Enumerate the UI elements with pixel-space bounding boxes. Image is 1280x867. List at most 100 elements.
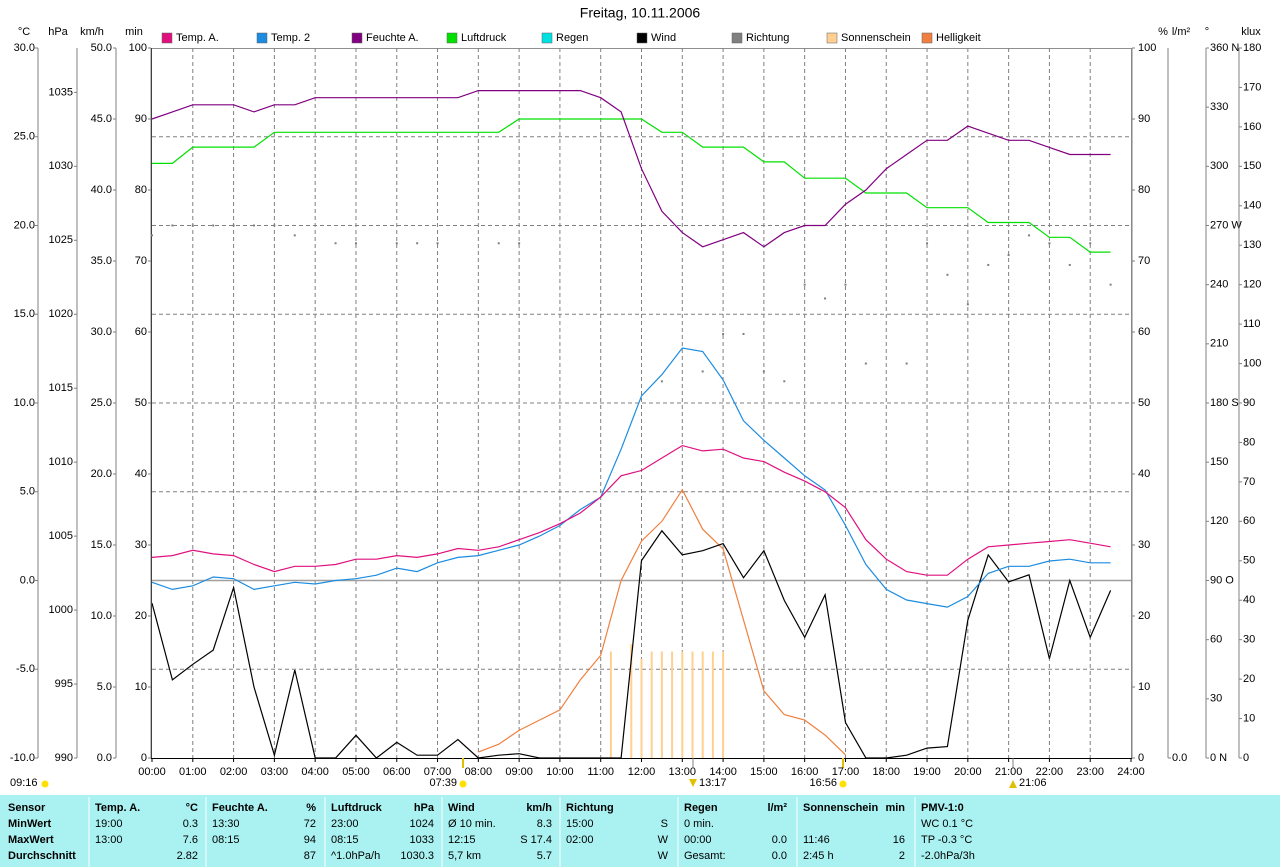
x-tick-label: 17:00 — [832, 766, 860, 778]
y-tick-label: 1000 — [49, 604, 73, 616]
y-tick-label: 50 — [1138, 397, 1150, 409]
y-tick-label: 60 — [1138, 326, 1150, 338]
y-tick-label: 10 — [1138, 681, 1150, 693]
series-line — [152, 118, 1111, 253]
y-tick-label: 20 — [1243, 673, 1255, 685]
y-tick-label: 40 — [1243, 594, 1255, 606]
y-tick-label: 100 — [1243, 357, 1261, 369]
y-tick-label: 20 — [135, 610, 147, 622]
y-tick-label: 10 — [1243, 712, 1255, 724]
legend-label: Regen — [556, 32, 588, 44]
x-tick-label: 03:00 — [261, 766, 289, 778]
series-line — [151, 529, 1112, 759]
y-tick-label: 70 — [1243, 476, 1255, 488]
y-tick-label: 120 — [1243, 279, 1261, 291]
y-tick-label: 160 — [1243, 121, 1261, 133]
sun-icon — [839, 780, 847, 788]
y-tick-label: 80 — [135, 184, 147, 196]
table-cell: 02:00 — [566, 834, 594, 846]
table-cell: 0 min. — [684, 818, 714, 830]
direction-dot — [660, 380, 663, 383]
y-tick-label: 270 W — [1210, 219, 1242, 231]
table-unit: l/m² — [767, 802, 787, 814]
table-cell: 08:15 — [212, 834, 240, 846]
y-tick-label: 60 — [1243, 515, 1255, 527]
table-cell: 2:45 h — [803, 850, 834, 862]
y-tick-label: 1020 — [49, 308, 73, 320]
y-tick-label: 50 — [1243, 555, 1255, 567]
y-tick-label: 45.0 — [91, 113, 112, 125]
y-tick-label: 1015 — [49, 382, 73, 394]
y-tick-label: 110 — [1243, 318, 1261, 330]
table-cell: Ø 10 min. — [448, 818, 496, 830]
x-tick-label: 24:00 — [1117, 766, 1145, 778]
y-tick-label: 80 — [1138, 184, 1150, 196]
table-cell: 08:15 — [331, 834, 359, 846]
moon-icon — [689, 779, 697, 787]
series-line — [151, 347, 1111, 608]
direction-dot — [334, 242, 337, 245]
x-tick-label: 01:00 — [179, 766, 207, 778]
table-header: Temp. A. — [95, 802, 140, 814]
y-tick-label: 25.0 — [91, 397, 112, 409]
table-unit: min — [885, 802, 905, 814]
direction-dot — [151, 234, 153, 237]
y-tick-label: 25.0 — [14, 131, 35, 143]
direction-dot — [1048, 242, 1051, 245]
y-tick-label: 995 — [55, 678, 73, 690]
direction-dot — [824, 297, 827, 300]
y-tick-label: 60 — [135, 326, 147, 338]
x-tick-label: 13:00 — [669, 766, 697, 778]
y-tick-label: 5.0 — [20, 486, 35, 498]
moon-icon — [1009, 780, 1017, 788]
x-tick-label: 02:00 — [220, 766, 248, 778]
table-cell: TP -0.3 °C — [921, 834, 972, 846]
table-cell: -2.0hPa/3h — [921, 850, 975, 862]
table-background — [0, 795, 1280, 867]
x-tick-label: 20:00 — [954, 766, 982, 778]
table-value: 16 — [893, 834, 905, 846]
direction-dot — [232, 224, 235, 227]
table-cell: ^1.0hPa/h — [331, 850, 380, 862]
direction-dot — [844, 283, 847, 286]
table-header: Regen — [684, 802, 718, 814]
y-tick-label: 0 — [1243, 752, 1249, 764]
direction-dot — [354, 242, 357, 245]
legend-label: Wind — [651, 32, 676, 44]
table-cell: 12:15 — [448, 834, 476, 846]
moon-time: 13:17 — [699, 777, 727, 789]
y-tick-label: 1010 — [49, 456, 73, 468]
x-tick-label: 07:00 — [424, 766, 452, 778]
legend-label: Temp. A. — [176, 32, 219, 44]
table-header: Luftdruck — [331, 802, 383, 814]
direction-dot — [191, 224, 194, 227]
legend-swatch — [731, 32, 743, 44]
axis-unit: klux — [1241, 26, 1261, 38]
x-tick-label: 12:00 — [628, 766, 656, 778]
table-value: 1024 — [410, 818, 434, 830]
table-cell: 5,7 km — [448, 850, 481, 862]
y-tick-label: 0 N — [1210, 752, 1227, 764]
y-tick-label: 240 — [1210, 279, 1228, 291]
direction-dot — [212, 224, 215, 227]
x-tick-label: 23:00 — [1076, 766, 1104, 778]
direction-dot — [395, 242, 398, 245]
x-tick-label: 21:00 — [995, 766, 1023, 778]
y-tick-label: 15.0 — [91, 539, 112, 551]
y-tick-label: 60 — [1210, 634, 1222, 646]
table-cell: 23:00 — [331, 818, 359, 830]
x-tick-label: 05:00 — [342, 766, 370, 778]
table-value: W — [658, 834, 669, 846]
table-header: Sensor — [8, 802, 46, 814]
y-tick-label: 140 — [1243, 200, 1261, 212]
y-tick-label: 10.0 — [91, 610, 112, 622]
table-value: 2 — [899, 850, 905, 862]
legend-swatch — [256, 32, 268, 44]
table-header: Feuchte A. — [212, 802, 268, 814]
chart-background — [0, 0, 1280, 795]
day-length: 09:16 — [10, 777, 38, 789]
y-tick-label: 70 — [1138, 255, 1150, 267]
x-tick-label: 14:00 — [709, 766, 737, 778]
y-tick-label: -5.0 — [16, 663, 35, 675]
